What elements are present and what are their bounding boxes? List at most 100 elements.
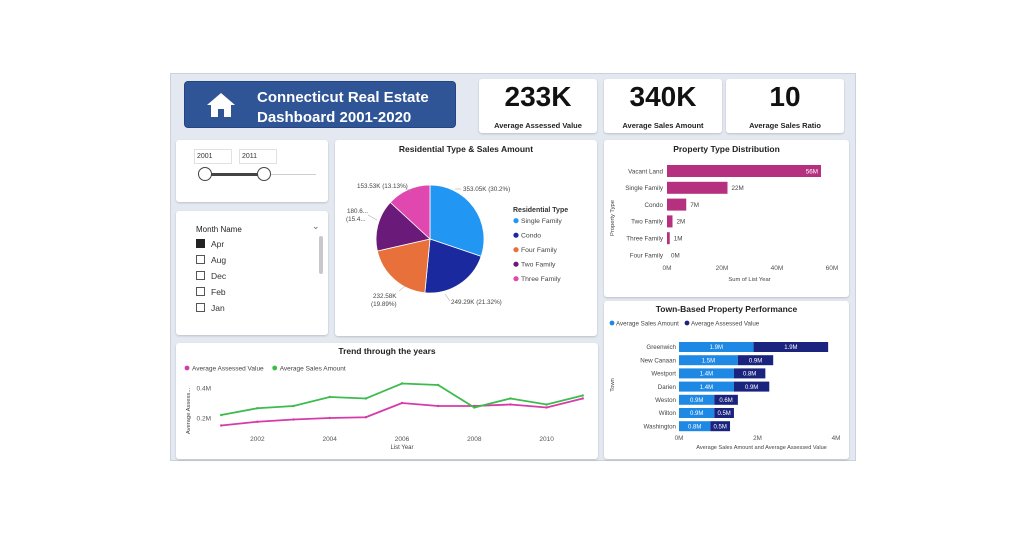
pie-chart-card[interactable]: Residential Type & Sales Amount 353.05K … [335,140,597,336]
checkbox-checked[interactable] [196,239,205,248]
y-tick-label: Three Family [626,236,664,243]
y-tick-label: Greenwich [646,344,676,351]
pie-slice [429,184,485,257]
x-tick-label: 2008 [467,436,482,443]
title-line-2: Dashboard 2001-2020 [257,109,412,126]
checkbox[interactable] [196,255,205,264]
data-point [509,397,512,400]
data-point [581,397,584,400]
legend-marker [513,247,519,253]
month-item-aug[interactable]: Aug [196,255,226,265]
year-to-input[interactable]: 2011 [239,149,277,164]
y-tick-label: Four Family [630,252,664,259]
town-chart-card[interactable]: Town-Based Property Performance Average … [604,301,849,459]
legend-marker [513,276,519,282]
y-tick-label: 0.4M [197,385,211,392]
checkbox[interactable] [196,271,205,280]
x-tick-label: 4M [832,435,841,442]
pie-data-label: 180.6... [347,208,368,215]
pie-chart: 353.05K (30.2%)249.29K (21.32%)232.58K(1… [346,183,568,308]
bar-data-label: 1.4M [700,385,713,391]
legend-marker [684,320,690,326]
pie-slice [424,238,482,294]
data-point [364,397,368,400]
kpi-value: 340K [629,81,697,112]
legend-marker [513,218,519,224]
data-point [473,406,476,409]
legend-marker [513,232,519,238]
kpi-card-ratio[interactable]: 10 Average Sales Ratio [726,79,844,133]
bar-segment [737,355,774,366]
month-item-dec[interactable]: Dec [196,271,226,281]
bar-data-label: 22M [732,185,744,192]
bar-segment [679,408,715,418]
bar-segment [679,342,754,352]
bar [667,198,687,211]
bar-data-label: 0.8M [743,372,756,378]
bar-data-label: 56M [806,168,818,175]
bar-segment [714,408,734,418]
bar-segment [733,368,766,379]
chevron-down-icon[interactable]: ⌄ [312,221,320,231]
property-type-chart-card[interactable]: Property Type Distribution 0M 20M 40M 60M Va… [604,140,849,297]
pie-slice [376,238,431,294]
y-axis-label: Property Type [610,200,616,236]
x-axis-label: Average Sales Amount and Average Assesse… [696,445,827,451]
year-from-input[interactable]: 2001 [194,149,232,164]
bar-data-label: 0.9M [749,358,762,364]
legend-marker [513,261,519,267]
kpi-card-assessed[interactable]: 233K Average Assessed Value [479,79,597,133]
data-point [256,407,259,410]
legend-item: Average Sales Amount [280,365,346,372]
x-tick-label: 60M [826,265,839,272]
month-slicer[interactable]: Month Name ⌄ Apr Aug Dec Feb Jan [176,211,328,335]
x-axis-label: List Year [390,445,413,451]
bar-data-label: 1.5M [702,358,715,364]
y-tick-label: Vacant Land [628,168,663,175]
legend-item: Two Family [521,262,556,269]
y-tick-label: New Canaan [640,357,676,364]
y-axis-label: Average Assess... [186,387,192,434]
legend-marker [184,365,190,371]
bar-data-label: 1.4M [700,372,713,378]
slider-handle-from[interactable] [198,167,212,181]
series-line [221,382,583,416]
town-stacked-bar-chart: Average Sales Amount Average Assessed Val… [609,320,841,451]
chart-title: Town-Based Property Performance [655,304,798,314]
data-point [220,413,223,417]
data-point [400,401,404,405]
month-item-jan[interactable]: Jan [196,303,225,313]
pie-leader-line [404,186,412,193]
kpi-card-sales[interactable]: 340K Average Sales Amount [604,79,722,133]
pie-data-label: 232.58K [373,293,397,300]
kpi-value: 10 [769,81,801,112]
pie-data-label: 153.53K (13.13%) [357,183,408,190]
x-tick-label: 0M [675,435,684,442]
month-slicer-title: Month Name [196,225,242,234]
year-range-slicer[interactable]: 2001 2011 [176,140,328,202]
slicer-scrollbar[interactable] [319,236,323,274]
checkbox[interactable] [196,303,205,312]
trend-chart-card[interactable]: Trend through the years Average Assessed… [176,343,598,459]
dashboard-title-banner: Connecticut Real Estate Dashboard 2001-2… [184,81,456,128]
bar [667,232,670,245]
bar-data-label: 0.6M [719,398,732,404]
x-tick-label: 0M [662,265,671,272]
x-tick-label: 2010 [539,436,554,443]
pie-data-label: 353.05K (30.2%) [463,186,510,193]
bar-data-label: 0M [671,252,680,259]
chart-title: Residential Type & Sales Amount [398,144,534,154]
month-item-feb[interactable]: Feb [196,287,226,297]
bar-data-label: 0.9M [690,411,703,417]
legend-item: Single Family [521,218,562,225]
checkbox[interactable] [196,287,205,296]
bar-data-label: 0.8M [688,424,701,430]
bar-data-label: 7M [690,202,699,209]
bar [667,165,821,177]
month-item-apr[interactable]: Apr [196,239,224,249]
x-tick-label: 40M [771,265,784,272]
pie-leader-line [444,293,451,302]
data-point [400,382,404,385]
slider-handle-to[interactable] [257,167,271,181]
data-point [256,420,259,423]
